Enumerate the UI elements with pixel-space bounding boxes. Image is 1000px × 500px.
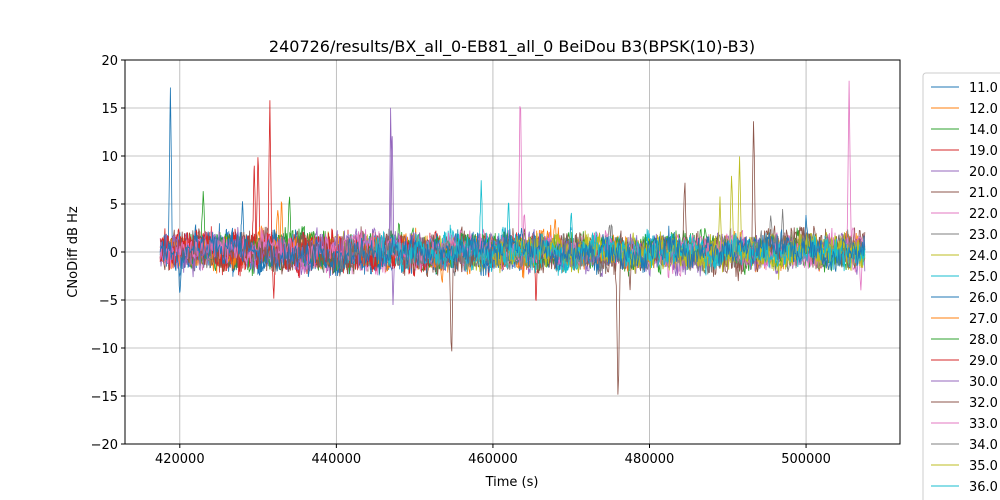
legend-label: 33.0	[969, 417, 998, 432]
y-tick-label: 10	[101, 150, 118, 165]
series-layer	[159, 80, 866, 395]
legend-label: 34.0	[969, 438, 998, 453]
y-tick-label: −15	[91, 390, 118, 405]
legend-label: 24.0	[969, 249, 998, 264]
chart-title: 240726/results/BX_all_0-EB81_all_0 BeiDo…	[269, 37, 755, 57]
y-tick-label: 0	[110, 246, 118, 261]
legend-label: 11.0	[969, 81, 998, 96]
legend-label: 14.0	[969, 123, 998, 138]
legend: 11.0 12.0 14.0 19.0 20.0 21.0 22.0 23.0 24.0 25.0…	[922, 72, 1000, 500]
x-axis: 420000 440000 460000 480000 500000	[155, 444, 831, 467]
legend-label: 26.0	[969, 291, 998, 306]
legend-label: 29.0	[969, 354, 998, 369]
legend-label: 23.0	[969, 228, 998, 243]
y-axis-label: CNoDiff dB Hz	[66, 206, 81, 298]
x-tick-label: 440000	[312, 452, 362, 467]
legend-label: 25.0	[969, 270, 998, 285]
legend-label: 12.0	[969, 102, 998, 117]
legend-label: 32.0	[969, 396, 998, 411]
series-line-35-0	[492, 196, 866, 280]
y-tick-label: −5	[99, 294, 118, 309]
x-tick-label: 460000	[468, 452, 518, 467]
legend-label: 28.0	[969, 333, 998, 348]
y-tick-label: 15	[101, 102, 118, 117]
legend-box	[922, 72, 1000, 500]
legend-label: 27.0	[969, 312, 998, 327]
x-tick-label: 420000	[155, 452, 205, 467]
legend-label: 19.0	[969, 144, 998, 159]
legend-label: 22.0	[969, 207, 998, 222]
legend-label: 21.0	[969, 186, 998, 201]
y-tick-label: −20	[91, 438, 118, 453]
y-tick-label: 20	[101, 54, 118, 69]
x-tick-label: 480000	[625, 452, 675, 467]
x-axis-label: Time (s)	[485, 475, 539, 490]
series-line-36-0	[375, 212, 866, 276]
series-line-37-0	[159, 214, 866, 278]
y-tick-label: −10	[91, 342, 118, 357]
legend-label: 30.0	[969, 375, 998, 390]
y-tick-label: 5	[110, 198, 118, 213]
legend-label: 35.0	[969, 459, 998, 474]
y-axis: −20 −15 −10 −5 0 5 10 15 20	[91, 54, 125, 453]
x-tick-label: 500000	[781, 452, 831, 467]
legend-label: 36.0	[969, 480, 998, 495]
legend-label: 20.0	[969, 165, 998, 180]
